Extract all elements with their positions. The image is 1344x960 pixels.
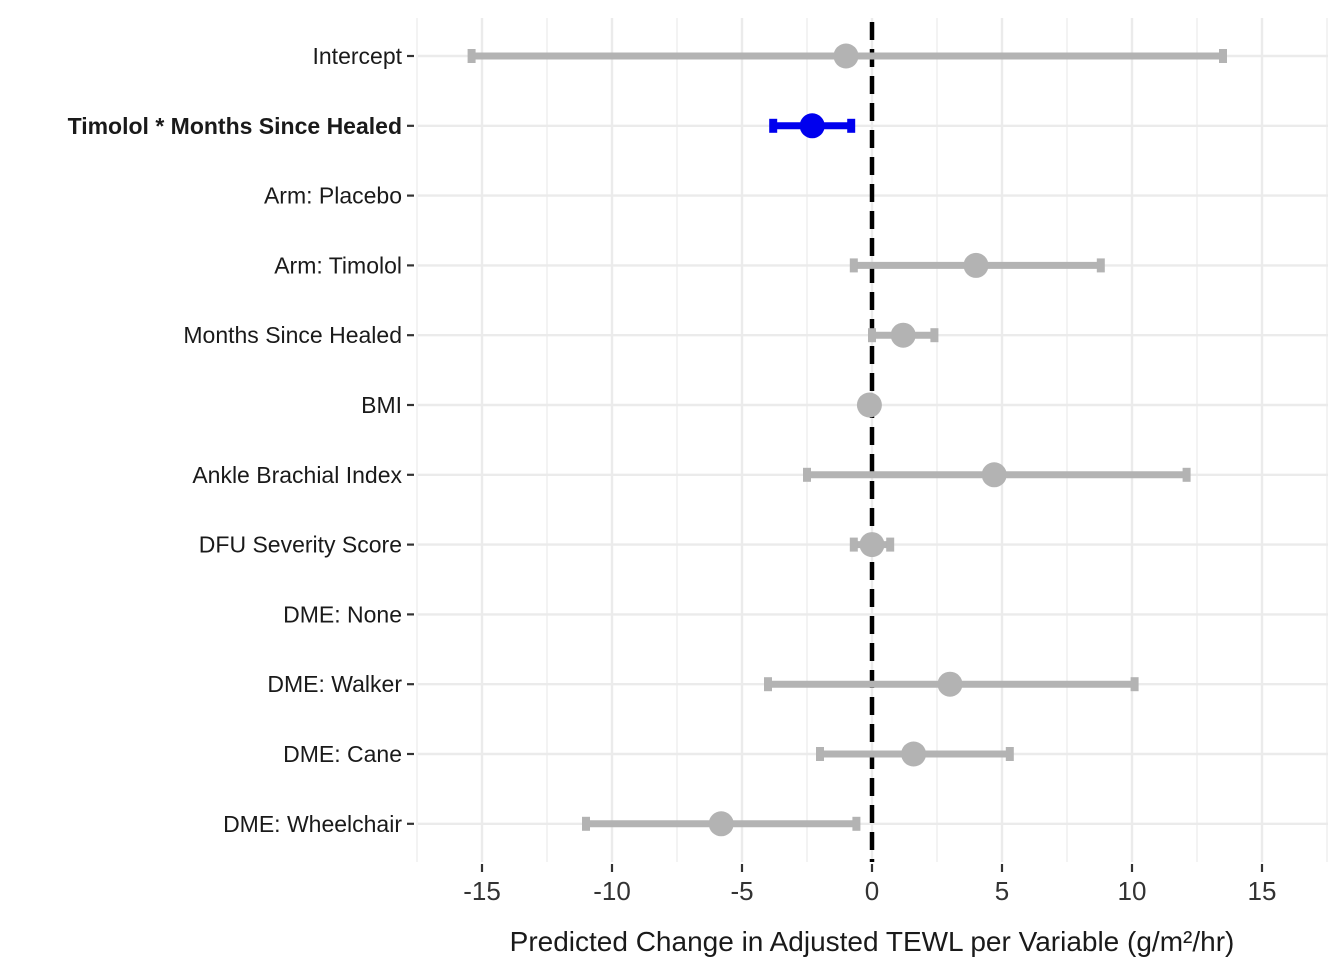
point-estimate: [799, 113, 825, 139]
y-axis-labels: Intercept Timolol * Months Since Healed Ar…: [68, 43, 414, 837]
y-axis-label: Arm: Placebo: [264, 183, 402, 209]
point-estimate: [963, 252, 989, 278]
y-axis-label: Timolol * Months Since Healed: [68, 113, 402, 139]
x-axis-ticks: -15 -10 -5 0 5 10 15: [463, 864, 1276, 906]
estimate-row: [868, 322, 939, 348]
y-axis-label: DFU Severity Score: [199, 532, 402, 558]
estimate-row: [769, 113, 856, 139]
x-tick-label: -15: [463, 876, 501, 906]
x-tick-label: 10: [1118, 876, 1147, 906]
estimate-row: [803, 462, 1191, 488]
point-estimate: [856, 392, 882, 418]
estimate-row: [856, 392, 882, 418]
x-tick-label: -10: [593, 876, 631, 906]
point-estimate: [708, 811, 734, 837]
estimate-row: [467, 43, 1227, 69]
y-axis-label: BMI: [361, 392, 402, 418]
estimates: [467, 43, 1227, 837]
y-axis-label: DME: Cane: [283, 741, 402, 767]
point-estimate: [937, 671, 963, 697]
point-estimate: [981, 462, 1007, 488]
x-tick-label: -5: [730, 876, 753, 906]
x-tick-label: 5: [995, 876, 1009, 906]
y-axis-label: Arm: Timolol: [274, 252, 402, 278]
x-axis-title: Predicted Change in Adjusted TEWL per Va…: [510, 926, 1235, 957]
x-tick-label: 0: [865, 876, 879, 906]
y-axis-label: DME: Walker: [267, 671, 402, 697]
y-axis-label: DME: Wheelchair: [223, 811, 402, 837]
y-axis-label: DME: None: [283, 601, 402, 627]
point-estimate: [833, 43, 859, 69]
y-axis-label: Months Since Healed: [183, 322, 402, 348]
estimate-row: [849, 532, 895, 558]
estimate-row: [764, 671, 1139, 697]
estimate-row: [849, 252, 1105, 278]
estimate-row: [582, 811, 861, 837]
point-estimate: [901, 741, 927, 767]
y-axis-label: Ankle Brachial Index: [192, 462, 402, 488]
point-estimate: [890, 322, 916, 348]
point-estimate: [859, 532, 885, 558]
estimate-row: [816, 741, 1014, 767]
y-axis-label: Intercept: [313, 43, 403, 69]
x-tick-label: 15: [1248, 876, 1277, 906]
